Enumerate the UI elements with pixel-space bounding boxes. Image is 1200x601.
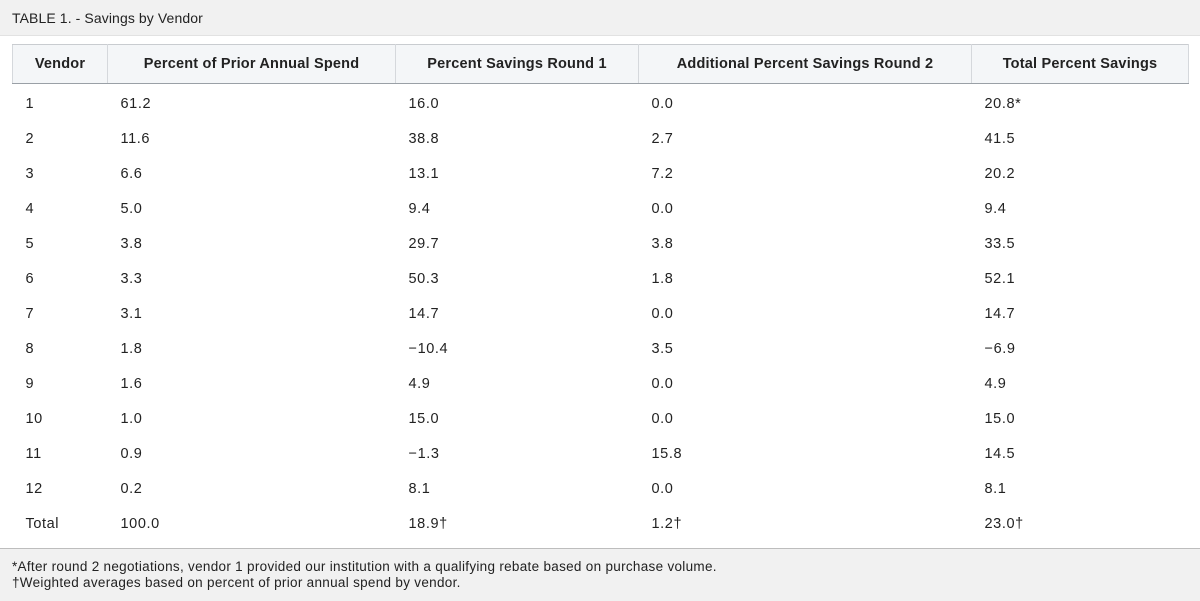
vendor-cell: Total — [25, 515, 60, 532]
prior-spend-cell: 5.0 — [120, 200, 143, 217]
total-row: Total 100.0 18.9† 1.2† 23.0† — [13, 506, 1189, 541]
table-row: 1 61.2 16.0 0.0 20.8* — [13, 84, 1189, 122]
table-row: 9 1.6 4.9 0.0 4.9 — [13, 366, 1189, 401]
prior-spend-cell: 0.2 — [120, 480, 143, 497]
prior-spend-cell: 1.6 — [120, 375, 143, 392]
table-row: 10 1.0 15.0 0.0 15.0 — [13, 401, 1189, 436]
total-savings-cell: 41.5 — [984, 130, 1016, 147]
vendor-cell: 3 — [25, 165, 35, 182]
vendor-cell: 1 — [25, 95, 35, 112]
savings-round-2-cell: 0.0 — [651, 480, 674, 497]
caption-bar: TABLE 1. - Savings by Vendor — [0, 0, 1200, 36]
savings-round-1-cell: 18.9† — [408, 515, 448, 532]
table-row: 2 11.6 38.8 2.7 41.5 — [13, 121, 1189, 156]
vendor-cell: 4 — [25, 200, 35, 217]
total-savings-cell: 20.2 — [984, 165, 1016, 182]
vendor-cell: 5 — [25, 235, 35, 252]
prior-spend-cell: 1.0 — [120, 410, 143, 427]
total-savings-cell: 4.9 — [984, 375, 1007, 392]
savings-round-2-cell: 3.5 — [651, 340, 674, 357]
total-savings-cell: 9.4 — [984, 200, 1007, 217]
header-savings-round-1: Percent Savings Round 1 — [395, 44, 639, 84]
total-savings-cell: 8.1 — [984, 480, 1007, 497]
savings-round-2-cell: 3.8 — [651, 235, 674, 252]
prior-spend-cell: 11.6 — [120, 130, 151, 147]
savings-round-2-cell: 0.0 — [651, 410, 674, 427]
table-row: 7 3.1 14.7 0.0 14.7 — [13, 296, 1189, 331]
table-row: 5 3.8 29.7 3.8 33.5 — [13, 226, 1189, 261]
savings-round-2-cell: 0.0 — [651, 95, 674, 112]
savings-round-1-cell: 38.8 — [408, 130, 440, 147]
savings-round-2-cell: 0.0 — [651, 375, 674, 392]
prior-spend-cell: 1.8 — [120, 340, 143, 357]
savings-table: Vendor Percent of Prior Annual Spend Per… — [12, 44, 1189, 541]
total-savings-cell: 33.5 — [984, 235, 1016, 252]
header-additional-savings-round-2: Additional Percent Savings Round 2 — [638, 44, 972, 84]
table-container: Vendor Percent of Prior Annual Spend Per… — [12, 44, 1189, 541]
savings-round-1-cell: 16.0 — [408, 95, 440, 112]
table-row: 6 3.3 50.3 1.8 52.1 — [13, 261, 1189, 296]
table-row: 11 0.9 −1.3 15.8 14.5 — [13, 436, 1189, 471]
table-row: 12 0.2 8.1 0.0 8.1 — [13, 471, 1189, 506]
vendor-cell: 8 — [25, 340, 35, 357]
savings-round-2-cell: 15.8 — [651, 445, 683, 462]
table-row: 8 1.8 −10.4 3.5 −6.9 — [13, 331, 1189, 366]
table-header: Vendor Percent of Prior Annual Spend Per… — [12, 44, 1189, 84]
prior-spend-cell: 0.9 — [120, 445, 143, 462]
savings-round-1-cell: 4.9 — [408, 375, 431, 392]
savings-round-2-cell: 0.0 — [651, 200, 674, 217]
prior-spend-cell: 6.6 — [120, 165, 143, 182]
total-savings-cell: 14.7 — [984, 305, 1016, 322]
savings-round-1-cell: 9.4 — [408, 200, 431, 217]
total-savings-cell: 23.0† — [984, 515, 1024, 532]
table-row: 4 5.0 9.4 0.0 9.4 — [13, 191, 1189, 226]
vendor-cell: 11 — [25, 445, 42, 462]
savings-round-2-cell: 1.8 — [651, 270, 674, 287]
vendor-cell: 6 — [25, 270, 35, 287]
savings-round-2-cell: 0.0 — [651, 305, 674, 322]
footnotes: *After round 2 negotiations, vendor 1 pr… — [0, 548, 1200, 601]
savings-round-1-cell: 15.0 — [408, 410, 440, 427]
header-prior-annual-spend: Percent of Prior Annual Spend — [107, 44, 396, 84]
prior-spend-cell: 3.3 — [120, 270, 143, 287]
header-total-savings: Total Percent Savings — [971, 44, 1189, 84]
savings-round-2-cell: 2.7 — [651, 130, 674, 147]
savings-round-1-cell: 14.7 — [408, 305, 440, 322]
savings-round-1-cell: −1.3 — [408, 445, 440, 462]
prior-spend-cell: 3.1 — [120, 305, 143, 322]
header-row: Vendor Percent of Prior Annual Spend Per… — [12, 44, 1189, 84]
savings-round-1-cell: 8.1 — [408, 480, 431, 497]
savings-round-1-cell: 13.1 — [408, 165, 440, 182]
savings-round-1-cell: 50.3 — [408, 270, 440, 287]
prior-spend-cell: 3.8 — [120, 235, 143, 252]
total-savings-cell: 20.8* — [984, 95, 1022, 112]
prior-spend-cell: 61.2 — [120, 95, 152, 112]
footnote-rebate: *After round 2 negotiations, vendor 1 pr… — [12, 559, 717, 574]
savings-round-2-cell: 7.2 — [651, 165, 674, 182]
table-caption: TABLE 1. - Savings by Vendor — [12, 10, 203, 26]
prior-spend-cell: 100.0 — [120, 515, 160, 532]
total-savings-cell: 14.5 — [984, 445, 1016, 462]
savings-round-1-cell: 29.7 — [408, 235, 440, 252]
footnote-weighted-average: †Weighted averages based on percent of p… — [12, 575, 461, 590]
vendor-cell: 12 — [25, 480, 43, 497]
total-savings-cell: 52.1 — [984, 270, 1016, 287]
savings-round-2-cell: 1.2† — [651, 515, 683, 532]
vendor-cell: 10 — [25, 410, 43, 427]
vendor-cell: 7 — [25, 305, 35, 322]
total-savings-cell: 15.0 — [984, 410, 1016, 427]
table-body: 1 61.2 16.0 0.0 20.8* 2 11.6 38.8 2.7 41.5 3 6.6 13.… — [13, 84, 1189, 542]
table-row: 3 6.6 13.1 7.2 20.2 — [13, 156, 1189, 191]
savings-round-1-cell: −10.4 — [408, 340, 449, 357]
vendor-cell: 9 — [25, 375, 35, 392]
vendor-cell: 2 — [25, 130, 35, 147]
header-vendor: Vendor — [12, 44, 108, 84]
total-savings-cell: −6.9 — [984, 340, 1016, 357]
